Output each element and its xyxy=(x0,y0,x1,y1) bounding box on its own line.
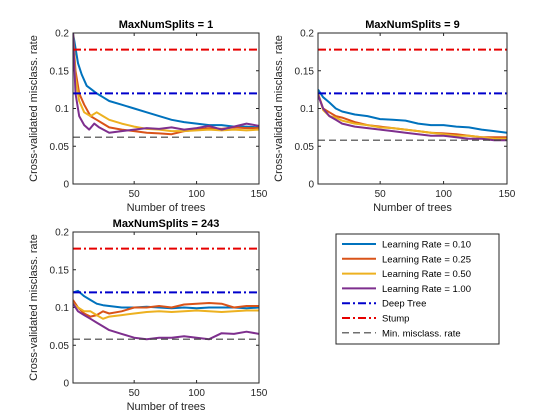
y-axis-label: Cross-validated misclass. rate xyxy=(28,234,40,381)
chart-panel-3: 0 0.05 0.1 0.15 0.2 50 100 150 MaxNumSplits = 24… xyxy=(28,218,268,413)
chart-title: MaxNumSplits = 243 xyxy=(113,218,220,230)
y-tick-label: 0.15 xyxy=(50,265,70,276)
y-tick-label: 0.2 xyxy=(55,228,69,239)
legend-label: Min. misclass. rate xyxy=(382,328,461,339)
plot-frame xyxy=(72,231,260,384)
legend-label: Deep Tree xyxy=(382,299,426,310)
y-tick-label: 0.1 xyxy=(300,104,314,115)
x-tick-label: 100 xyxy=(188,388,205,399)
x-tick-label: 150 xyxy=(251,388,268,399)
x-axis-label: Number of trees xyxy=(127,202,206,214)
chart-title: MaxNumSplits = 9 xyxy=(365,19,459,31)
chart-panel-1: 0 0.05 0.1 0.15 0.2 50 100 150 MaxNumSplits = 1 N… xyxy=(28,19,268,214)
series-line-learning-rate-0-10 xyxy=(318,89,507,134)
series-line-learning-rate-1-00 xyxy=(73,303,259,341)
series-line-learning-rate-0-25 xyxy=(73,299,259,318)
chart-panel-2: 0 0.05 0.1 0.15 0.2 50 100 150 MaxNumSplits = 9 N… xyxy=(273,19,516,214)
y-tick-label: 0.1 xyxy=(55,303,69,314)
legend: Learning Rate = 0.10 Learning Rate = 0.25… xyxy=(335,233,500,345)
series-line-learning-rate-0-50 xyxy=(73,33,259,133)
y-tick-label: 0.05 xyxy=(50,142,70,153)
series-line-learning-rate-0-50 xyxy=(73,302,259,320)
legend-label: Learning Rate = 0.25 xyxy=(382,254,471,265)
y-tick-label: 0.2 xyxy=(300,29,314,40)
legend-label: Stump xyxy=(382,314,409,325)
x-tick-label: 50 xyxy=(129,388,141,399)
x-tick-label: 100 xyxy=(188,189,205,200)
plot-frame xyxy=(317,32,508,185)
y-tick-label: 0.1 xyxy=(55,104,69,115)
plot-area xyxy=(318,33,507,184)
y-tick-label: 0 xyxy=(63,180,69,191)
y-tick-label: 0 xyxy=(63,379,69,390)
x-axis-label: Number of trees xyxy=(127,401,206,413)
series-line-learning-rate-0-50 xyxy=(318,93,507,140)
series-line-learning-rate-1-00 xyxy=(318,94,507,142)
y-tick-label: 0.15 xyxy=(50,66,70,77)
y-axis-label: Cross-validated misclass. rate xyxy=(273,35,285,182)
y-tick-label: 0.05 xyxy=(50,341,70,352)
x-tick-label: 100 xyxy=(435,189,452,200)
x-tick-label: 150 xyxy=(251,189,268,200)
plot-frame xyxy=(72,32,260,185)
x-tick-label: 50 xyxy=(375,189,387,200)
y-tick-label: 0.05 xyxy=(295,142,315,153)
x-axis-label: Number of trees xyxy=(373,202,452,214)
chart-title: MaxNumSplits = 1 xyxy=(119,19,213,31)
y-tick-label: 0.2 xyxy=(55,29,69,40)
y-tick-label: 0.15 xyxy=(295,66,315,77)
plot-area xyxy=(73,33,259,184)
legend-label: Learning Rate = 0.10 xyxy=(382,240,471,251)
y-tick-label: 0 xyxy=(308,180,314,191)
series-line-learning-rate-1-00 xyxy=(73,33,259,134)
series-line-learning-rate-0-10 xyxy=(73,33,259,129)
x-tick-label: 50 xyxy=(129,189,141,200)
legend-label: Learning Rate = 0.50 xyxy=(382,269,471,280)
x-tick-label: 150 xyxy=(499,189,516,200)
legend-label: Learning Rate = 1.00 xyxy=(382,284,471,295)
y-axis-label: Cross-validated misclass. rate xyxy=(28,35,40,182)
